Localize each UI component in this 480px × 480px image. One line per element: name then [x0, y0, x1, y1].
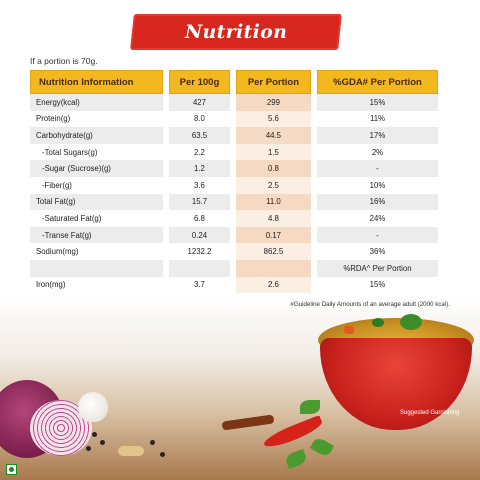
carrot-image [344, 326, 354, 334]
cell-per-portion: 0.8 [235, 160, 311, 177]
cell-per-100g: 1.2 [169, 160, 230, 177]
cell-per-portion: 2.5 [235, 176, 311, 194]
coriander-leaf-image [284, 449, 308, 469]
cell-per-portion: 4.8 [235, 210, 311, 227]
cell-per-portion: 11.0 [235, 193, 311, 211]
peppercorn-image [160, 452, 165, 457]
cell-gda: 24% [369, 213, 386, 223]
cell-per-portion: 44.5 [235, 127, 311, 144]
coriander-leaf-image [309, 435, 335, 459]
table-row: Sodium(mg) 1232.2 862.5 36% [30, 243, 438, 260]
nutrition-table: Nutrition Information Per 100g Per Porti… [24, 70, 444, 294]
cell-per-100g: 3.7 [194, 280, 205, 290]
cell-per-portion: 2.6 [235, 276, 311, 294]
cell-per-portion: 862.5 [235, 243, 311, 260]
cell-gda: 2% [371, 147, 384, 157]
table-row: %RDA^ Per Portion [30, 259, 438, 277]
row-label: Carbohydrate(g) [30, 127, 164, 144]
cell-gda: 10% [369, 180, 386, 190]
peppercorn-image [92, 432, 97, 437]
coriander-leaf-image [300, 400, 320, 414]
table-row: Total Fat(g) 15.7 11.0 16% [30, 193, 438, 211]
cell-per-100g: 0.24 [169, 226, 230, 244]
row-label: -Transe Fat(g) [30, 226, 164, 244]
cell-per-100g: 3.6 [194, 180, 205, 190]
header-per-portion: Per Portion [235, 70, 311, 94]
veg-symbol-icon [6, 464, 17, 475]
cell-per-portion [235, 259, 311, 277]
ginger-image [118, 446, 144, 456]
row-label: -Sugar (Sucrose)(g) [30, 160, 164, 177]
cell-per-100g [169, 259, 230, 277]
table-row: Energy(kcal) 427 299 15% [30, 94, 438, 111]
row-label: Iron(mg) [36, 280, 66, 290]
garnish-label: Suggested Garnishing [400, 410, 460, 416]
cell-per-portion: 299 [235, 94, 311, 111]
page-title: Nutrition Information [170, 21, 302, 79]
table-row: -Total Sugars(g) 2.2 1.5 2% [30, 143, 438, 161]
cell-per-100g: 15.7 [169, 193, 230, 211]
cell-gda: 36% [369, 247, 386, 257]
row-label: -Saturated Fat(g) [42, 213, 102, 223]
cell-gda: 15% [316, 94, 438, 111]
cell-per-100g: 63.5 [169, 127, 230, 144]
cell-gda: - [316, 160, 438, 177]
peppercorn-image [100, 440, 105, 445]
header-per-100g: Per 100g [169, 70, 230, 94]
row-label: Total Fat(g) [30, 193, 164, 211]
table-row: Carbohydrate(g) 63.5 44.5 17% [30, 127, 438, 144]
table-row: Iron(mg) 3.7 2.6 15% [30, 276, 438, 294]
table-row: -Transe Fat(g) 0.24 0.17- [30, 226, 438, 244]
cell-per-100g: 2.2 [194, 147, 205, 157]
broccoli-image [400, 314, 422, 330]
portion-note: If a portion is 70g. [30, 56, 98, 66]
row-label [30, 259, 164, 277]
row-label: Energy(kcal) [30, 94, 164, 111]
table-body: Energy(kcal) 427 299 15% Protein(g) 8.0 5.6 11%… [30, 94, 438, 294]
peppercorn-image [150, 440, 155, 445]
red-bowl-image [320, 338, 472, 430]
row-label: -Total Sugars(g) [42, 147, 98, 157]
cell-gda: 11% [369, 114, 385, 124]
cell-per-100g: 1232.2 [187, 247, 212, 257]
cell-gda: 17% [316, 127, 438, 144]
cell-gda: 15% [369, 280, 386, 290]
cell-per-portion: 5.6 [235, 110, 311, 128]
table-header-row: Nutrition Information Per 100g Per Porti… [30, 70, 438, 94]
cell-per-100g: 8.0 [194, 114, 205, 124]
pea-image [372, 318, 384, 327]
header-gda-per-portion: %GDA# Per Portion [316, 70, 438, 94]
cell-per-100g: 427 [169, 94, 230, 111]
cinnamon-stick-image [221, 414, 275, 431]
table-row: -Sugar (Sucrose)(g) 1.2 0.8- [30, 160, 438, 177]
cell-per-portion: 0.17 [235, 226, 311, 244]
cell-gda: - [316, 226, 438, 244]
table-row: -Fiber(g) 3.6 2.5 10% [30, 176, 438, 194]
row-label: Sodium(mg) [36, 247, 79, 257]
peppercorn-image [86, 446, 91, 451]
garlic-image [78, 392, 108, 422]
gda-footnote: #Guideline Daily Amounts of an average a… [290, 301, 450, 308]
row-label: -Fiber(g) [42, 180, 72, 190]
cell-gda: %RDA^ Per Portion [316, 259, 438, 277]
row-label: Protein(g) [36, 114, 71, 124]
cell-per-portion: 1.5 [235, 143, 311, 161]
header-nutrition-information: Nutrition Information [30, 70, 164, 94]
table-row: -Saturated Fat(g) 6.8 4.8 24% [30, 210, 438, 227]
table-row: Protein(g) 8.0 5.6 11% [30, 110, 438, 128]
cell-gda: 16% [316, 193, 438, 211]
cell-per-100g: 6.8 [194, 213, 205, 223]
veg-dot-icon [9, 467, 14, 472]
